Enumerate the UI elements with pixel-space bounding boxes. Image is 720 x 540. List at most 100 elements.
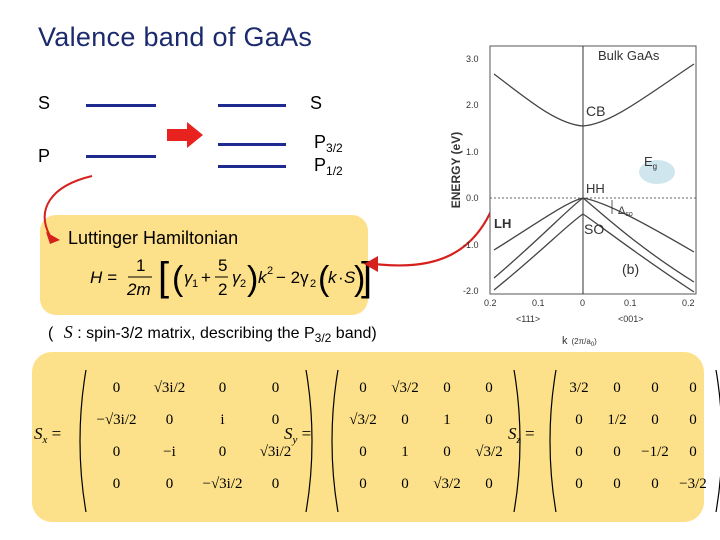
cb-label: CB (586, 103, 605, 119)
matrix-cell: −i (163, 444, 176, 460)
matrix-cell: 3/2 (569, 380, 589, 396)
left-p-label: P (38, 146, 51, 166)
hamiltonian-formula: H = 1 2m [ ( γ 1 + 5 2 γ 2 ) k 2 − 2γ 2 … (90, 255, 370, 299)
matrix-cell: 1/2 (607, 412, 627, 428)
matrix-cell: 0 (359, 380, 367, 396)
xtick-2: 0 (580, 298, 585, 308)
ytick-3: 3.0 (466, 54, 479, 64)
delta-so-label: Δso (618, 205, 633, 218)
right-arrow-icon (167, 122, 203, 148)
so-band (493, 213, 695, 293)
xtick-4: 0.2 (682, 298, 695, 308)
matrix-cell: 0 (613, 380, 621, 396)
matrix-cell: √3i/2 (153, 380, 186, 396)
svg-text:2: 2 (267, 265, 273, 277)
hamiltonian-label: Luttinger Hamiltonian (68, 228, 239, 248)
svg-text:(: ( (172, 260, 184, 298)
svg-text:k: k (258, 268, 268, 287)
eg-label: Eg (644, 154, 657, 171)
matrix-cell: 0 (689, 412, 697, 428)
formula-num: 1 (136, 256, 145, 275)
svg-text:1: 1 (192, 278, 198, 290)
matrix-cell: 0 (271, 476, 280, 492)
matrix-cell: 0 (359, 476, 367, 492)
matrix-cell: 0 (689, 444, 697, 460)
left-p-level (86, 155, 156, 158)
matrix-cell: 0 (112, 380, 121, 396)
matrix-cell: −√3i/2 (96, 412, 137, 428)
spin-matrices: Sx = 0 √3i/2 0 0 −√3i/2 0 i 0 0 −i 0 √3i/2 0 0 −√3i/2 0 S… (32, 352, 720, 522)
matrix-cell: 0 (651, 476, 659, 492)
panel-label: (b) (622, 261, 639, 277)
matrix-brackets (549, 369, 720, 513)
y-axis-label: ENERGY (eV) (449, 132, 463, 208)
spin-note: ( S : spin-3/2 matrix, describing the P3… (48, 322, 377, 345)
matrix-cell: 0 (271, 380, 280, 396)
svg-text:+: + (201, 268, 211, 287)
hamiltonian-box (40, 215, 368, 315)
band-figure-title: Bulk GaAs (598, 48, 660, 63)
matrix-sz: Sz = 3/2 0 0 0 0 1/2 0 0 0 0 −1/2 0 0 0 0 −3/2 (508, 352, 720, 522)
matrix-cell: 0 (575, 444, 583, 460)
matrix-sy: Sy = 0 √3/2 0 0 √3/2 0 1 0 0 1 0 √3/2 0 0 √3/2 0 (284, 352, 530, 522)
matrix-cell: 0 (575, 412, 583, 428)
hh-label: HH (586, 181, 605, 196)
formula-h: H = (90, 268, 117, 287)
matrix-cell: −3/2 (679, 476, 707, 492)
svg-text:[: [ (158, 255, 169, 299)
matrix-box (32, 352, 704, 522)
svg-text:): ) (354, 260, 365, 298)
dir-left-label: <111> (516, 314, 540, 324)
matrix-cell: √3/2 (349, 412, 377, 428)
svg-text:5: 5 (218, 256, 227, 275)
right-s-level (218, 104, 286, 107)
spin-symbol: S (63, 322, 73, 342)
matrix-cell: i (220, 412, 225, 428)
matrix-cell: 0 (401, 412, 409, 428)
matrix-cell: √3/2 (475, 444, 503, 460)
matrix-cell: 0 (112, 476, 121, 492)
svg-text:): ) (247, 260, 258, 298)
ytick-1: 1.0 (466, 147, 479, 157)
svg-text:k: k (328, 268, 338, 287)
lh-label: LH (494, 216, 511, 231)
matrix-name: Sy = (284, 424, 312, 446)
xtick-3: 0.1 (624, 298, 637, 308)
svg-text:]: ] (361, 255, 370, 299)
matrix-cell: √3/2 (391, 380, 419, 396)
matrix-cell: 0 (651, 380, 659, 396)
svg-text:γ: γ (232, 268, 242, 287)
ytick-0: 0.0 (466, 193, 479, 203)
matrix-name: Sx = (34, 424, 62, 446)
slide-title: Valence band of GaAs (38, 22, 313, 52)
matrix-cell: 1 (443, 412, 451, 428)
svg-text:(: ( (318, 260, 330, 298)
matrix-cell: 0 (401, 476, 409, 492)
svg-text:2: 2 (310, 278, 316, 290)
p12-level (218, 165, 286, 168)
matrix-cell: 0 (443, 444, 451, 460)
svg-text:− 2γ: − 2γ (276, 268, 309, 287)
matrix-cell: √3i/2 (259, 444, 292, 460)
ytick-2: 2.0 (466, 100, 479, 110)
so-label: SO (584, 221, 604, 237)
xtick-0: 0.2 (484, 298, 497, 308)
formula-den: 2m (126, 280, 151, 299)
left-s-label: S (38, 93, 51, 113)
ytick-m1: -1.0 (463, 240, 479, 250)
matrix-cell: 0 (613, 476, 621, 492)
matrix-cell: 0 (689, 380, 697, 396)
svg-text:S: S (344, 268, 356, 287)
right-s-label: S (310, 93, 323, 113)
matrix-cell: 0 (485, 412, 493, 428)
svg-text:2: 2 (218, 280, 227, 299)
eg-highlight (639, 160, 675, 184)
formula-gamma1: γ (184, 268, 194, 287)
matrix-brackets (79, 369, 313, 513)
cb-band (493, 63, 695, 127)
ytick-m2: -2.0 (463, 286, 479, 296)
matrix-cell: √3/2 (433, 476, 461, 492)
matrix-cell: 0 (218, 380, 227, 396)
matrix-cell: 0 (613, 444, 621, 460)
curved-arrow-icon (43, 175, 93, 244)
